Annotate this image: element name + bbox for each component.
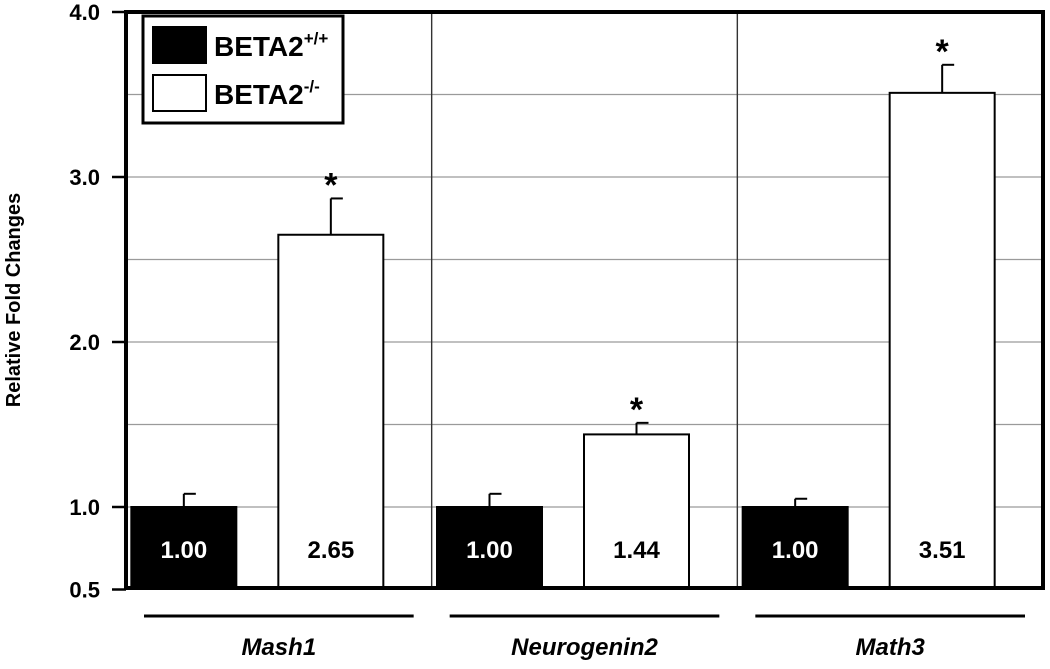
bar-beta2-wt-math3 <box>741 506 849 589</box>
legend: BETA2+/+BETA2-/- <box>141 14 345 125</box>
category-label: Neurogenin2 <box>511 634 658 661</box>
data-label: 1.00 <box>466 537 513 564</box>
y-axis-label: Relative Fold Changes <box>3 193 25 408</box>
category-label: Mash1 <box>241 634 316 661</box>
bar-beta2-ko-math3 <box>888 91 996 589</box>
category-labels: Mash1 Neurogenin2 Math3 <box>144 614 1025 661</box>
y-tick-label: 4.0 <box>69 0 100 25</box>
y-tick-label: 1.0 <box>69 495 100 520</box>
bars: 1.00 2.65 * 1.00 1.44 * 1.00 3.51 * <box>130 33 996 589</box>
data-label: 1.00 <box>772 537 819 564</box>
category-dividers <box>430 12 739 588</box>
y-tick-label: 3.0 <box>69 165 100 190</box>
bar-beta2-ko-mash1 <box>277 233 385 589</box>
data-label: 3.51 <box>919 537 966 564</box>
significance-marker: * <box>630 391 644 429</box>
bar-beta2-wt-neurogenin2 <box>436 506 543 589</box>
y-axis: 0.5 1.0 2.0 3.0 4.0 <box>69 0 126 603</box>
legend-swatch <box>152 74 207 112</box>
bar-beta2-ko-neurogenin2 <box>583 433 690 589</box>
data-label: 1.44 <box>613 537 660 564</box>
data-label: 2.65 <box>307 537 354 564</box>
bar-beta2-wt-mash1 <box>130 506 238 589</box>
y-tick-label: 0.5 <box>69 578 100 603</box>
data-label: 1.00 <box>160 537 207 564</box>
legend-swatch <box>152 26 207 64</box>
legend-label: BETA2-/- <box>214 77 320 110</box>
plot-frame <box>124 10 1045 590</box>
y-tick-label: 2.0 <box>69 330 100 355</box>
significance-marker: * <box>324 166 338 204</box>
category-label: Math3 <box>855 634 925 661</box>
significance-marker: * <box>936 33 950 71</box>
